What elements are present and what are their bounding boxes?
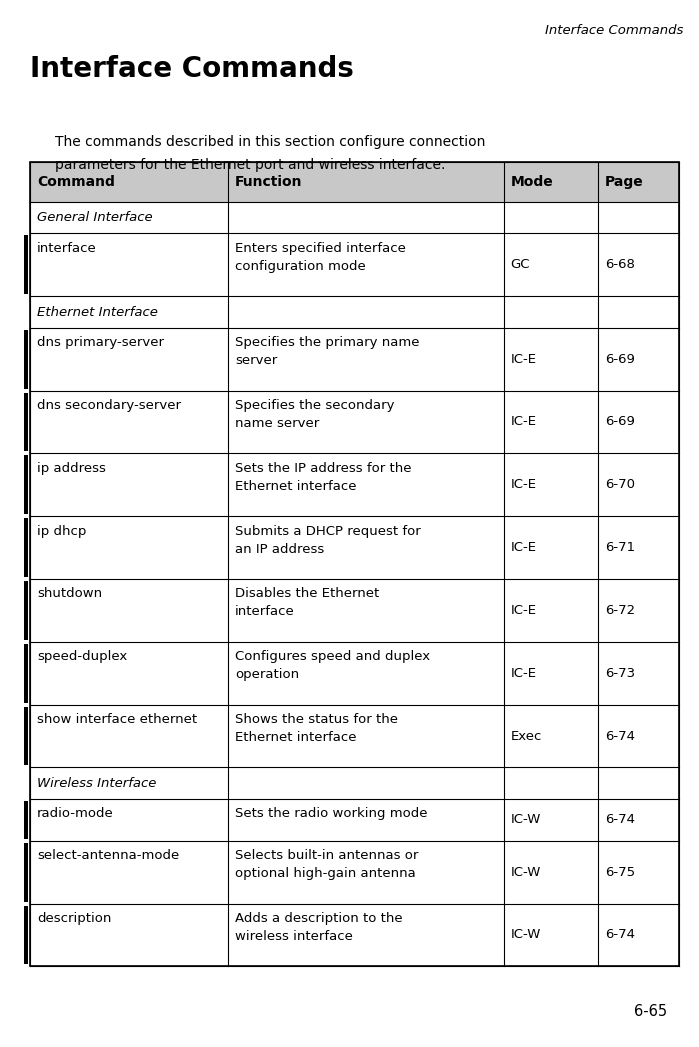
Text: Command: Command: [37, 175, 115, 190]
Text: IC-W: IC-W: [510, 814, 541, 826]
Text: description: description: [37, 912, 111, 925]
Text: ip address: ip address: [37, 462, 106, 474]
Text: IC-E: IC-E: [510, 667, 537, 680]
Text: 6-72: 6-72: [605, 604, 635, 617]
Text: Adds a description to the
wireless interface: Adds a description to the wireless inter…: [235, 912, 403, 943]
Text: GC: GC: [510, 259, 530, 271]
Text: Function: Function: [235, 175, 303, 190]
Bar: [24, 644, 28, 703]
Text: Exec: Exec: [510, 730, 542, 742]
Text: IC-E: IC-E: [510, 541, 537, 554]
Text: General Interface: General Interface: [37, 211, 152, 224]
Text: dns primary-server: dns primary-server: [37, 336, 164, 349]
Bar: [24, 801, 28, 839]
Bar: [30, 162, 679, 966]
Text: 6-69: 6-69: [605, 353, 635, 365]
Text: Interface Commands: Interface Commands: [30, 55, 354, 83]
Text: Specifies the primary name
server: Specifies the primary name server: [235, 336, 419, 367]
Text: Shows the status for the
Ethernet interface: Shows the status for the Ethernet interf…: [235, 713, 398, 744]
Text: radio-mode: radio-mode: [37, 807, 114, 820]
Text: Submits a DHCP request for
an IP address: Submits a DHCP request for an IP address: [235, 525, 421, 556]
Text: Sets the IP address for the
Ethernet interface: Sets the IP address for the Ethernet int…: [235, 462, 412, 493]
Text: 6-75: 6-75: [605, 866, 635, 878]
Bar: [30, 162, 679, 202]
Text: The commands described in this section configure connection: The commands described in this section c…: [55, 135, 485, 149]
Text: Disables the Ethernet
interface: Disables the Ethernet interface: [235, 587, 379, 619]
Bar: [24, 236, 28, 294]
Text: IC-E: IC-E: [510, 416, 537, 428]
Bar: [24, 393, 28, 451]
Text: 6-69: 6-69: [605, 416, 635, 428]
Text: interface: interface: [37, 242, 96, 254]
Text: IC-E: IC-E: [510, 478, 537, 491]
Text: IC-E: IC-E: [510, 604, 537, 617]
Bar: [24, 518, 28, 577]
Bar: [24, 843, 28, 901]
Text: 6-74: 6-74: [605, 814, 635, 826]
Text: Page: Page: [605, 175, 643, 190]
Text: Ethernet Interface: Ethernet Interface: [37, 306, 158, 318]
Text: dns secondary-server: dns secondary-server: [37, 399, 181, 411]
Text: 6-74: 6-74: [605, 730, 635, 742]
Text: 6-71: 6-71: [605, 541, 635, 554]
Text: shutdown: shutdown: [37, 587, 102, 600]
Bar: [24, 906, 28, 964]
Text: select-antenna-mode: select-antenna-mode: [37, 849, 180, 862]
Text: 6-68: 6-68: [605, 259, 635, 271]
Text: Enters specified interface
configuration mode: Enters specified interface configuration…: [235, 242, 405, 273]
Bar: [24, 455, 28, 514]
Text: IC-W: IC-W: [510, 929, 541, 941]
Text: speed-duplex: speed-duplex: [37, 650, 127, 663]
Text: Selects built-in antennas or
optional high-gain antenna: Selects built-in antennas or optional hi…: [235, 849, 418, 881]
Text: parameters for the Ethernet port and wireless interface.: parameters for the Ethernet port and wir…: [55, 158, 445, 172]
Text: ip dhcp: ip dhcp: [37, 525, 87, 537]
Text: Sets the radio working mode: Sets the radio working mode: [235, 807, 427, 820]
Text: IC-W: IC-W: [510, 866, 541, 878]
Text: 6-73: 6-73: [605, 667, 635, 680]
Text: show interface ethernet: show interface ethernet: [37, 713, 197, 726]
Text: 6-74: 6-74: [605, 929, 635, 941]
Text: Specifies the secondary
name server: Specifies the secondary name server: [235, 399, 394, 430]
Bar: [24, 581, 28, 640]
Text: 6-70: 6-70: [605, 478, 635, 491]
Text: Wireless Interface: Wireless Interface: [37, 777, 157, 789]
Bar: [24, 707, 28, 765]
Text: Mode: Mode: [510, 175, 554, 190]
Text: 6-65: 6-65: [635, 1004, 668, 1019]
Text: IC-E: IC-E: [510, 353, 537, 365]
Text: Interface Commands: Interface Commands: [545, 24, 684, 37]
Text: Configures speed and duplex
operation: Configures speed and duplex operation: [235, 650, 430, 682]
Bar: [24, 330, 28, 388]
